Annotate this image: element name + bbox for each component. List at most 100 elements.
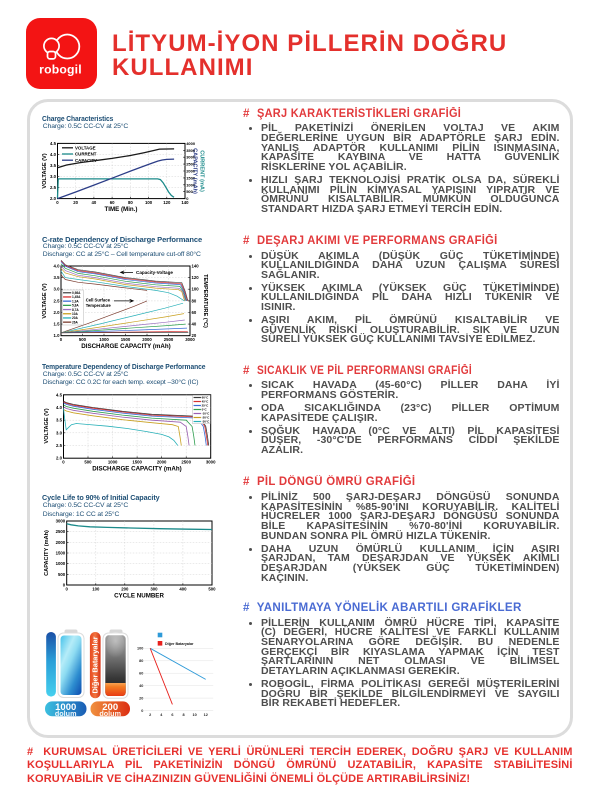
svg-text:0: 0 <box>186 196 189 201</box>
svg-text:DISCHARGE CAPACITY (mAh): DISCHARGE CAPACITY (mAh) <box>81 343 171 350</box>
svg-text:1,9A: 1,9A <box>72 299 79 303</box>
svg-text:3.0: 3.0 <box>50 174 57 179</box>
svg-text:2.5: 2.5 <box>56 443 63 448</box>
svg-text:Temperature: Temperature <box>86 303 112 308</box>
svg-text:3.0: 3.0 <box>54 287 61 292</box>
svg-text:4000: 4000 <box>186 141 196 146</box>
svg-text:2: 2 <box>149 713 151 717</box>
svg-text:500: 500 <box>84 460 92 465</box>
svg-text:500: 500 <box>186 189 193 194</box>
svg-text:100: 100 <box>92 587 100 592</box>
svg-text:140: 140 <box>181 200 189 205</box>
svg-text:8: 8 <box>182 713 184 717</box>
svg-text:VOLTAGE (V): VOLTAGE (V) <box>42 283 48 318</box>
svg-text:60°C: 60°C <box>202 396 210 400</box>
svg-text:60: 60 <box>110 200 115 205</box>
svg-text:2.5: 2.5 <box>50 185 57 190</box>
svg-text:VOLTAGE (V): VOLTAGE (V) <box>44 408 50 443</box>
svg-text:1.5: 1.5 <box>54 322 61 327</box>
svg-text:1,45A: 1,45A <box>72 295 81 299</box>
svg-text:3.5: 3.5 <box>50 163 57 168</box>
svg-text:300: 300 <box>150 587 158 592</box>
svg-text:3.5: 3.5 <box>54 275 61 280</box>
svg-text:40: 40 <box>192 322 197 327</box>
svg-text:2500: 2500 <box>186 162 196 167</box>
svg-text:2000: 2000 <box>56 540 66 545</box>
svg-text:Capacity-Voltage: Capacity-Voltage <box>136 270 173 275</box>
svg-text:1000: 1000 <box>99 337 109 342</box>
svg-text:120: 120 <box>163 200 171 205</box>
svg-text:1000: 1000 <box>55 702 76 713</box>
svg-text:20: 20 <box>139 697 143 701</box>
svg-text:140: 140 <box>192 264 200 269</box>
svg-text:4: 4 <box>160 713 163 717</box>
svg-text:CURRENT (mA): CURRENT (mA) <box>199 150 205 192</box>
svg-text:4.5: 4.5 <box>56 392 63 397</box>
svg-text:Cell Surface: Cell Surface <box>86 297 111 302</box>
svg-text:TIME (Min.): TIME (Min.) <box>105 206 138 213</box>
svg-text:Diğer Bataryalar: Diğer Bataryalar <box>165 642 194 646</box>
svg-text:20: 20 <box>73 200 78 205</box>
svg-text:0: 0 <box>63 583 66 588</box>
svg-text:3000: 3000 <box>185 337 195 342</box>
svg-text:3.0: 3.0 <box>56 430 63 435</box>
svg-text:100: 100 <box>192 287 200 292</box>
svg-text:2000: 2000 <box>186 169 196 174</box>
svg-text:1500: 1500 <box>121 337 131 342</box>
svg-text:40: 40 <box>92 200 97 205</box>
svg-text:4.0: 4.0 <box>54 264 61 269</box>
svg-text:10A: 10A <box>72 312 79 316</box>
svg-text:2500: 2500 <box>164 337 174 342</box>
svg-text:2000: 2000 <box>142 337 152 342</box>
svg-text:120: 120 <box>192 275 200 280</box>
svg-text:500: 500 <box>79 337 87 342</box>
svg-text:60: 60 <box>192 310 197 315</box>
svg-text:2500: 2500 <box>56 529 66 534</box>
svg-text:1500: 1500 <box>132 460 142 465</box>
svg-text:500: 500 <box>208 587 216 592</box>
svg-text:3000: 3000 <box>186 155 196 160</box>
svg-text:dolum: dolum <box>99 709 121 718</box>
svg-text:80: 80 <box>128 200 133 205</box>
svg-text:2.0: 2.0 <box>54 310 61 315</box>
svg-text:10: 10 <box>192 713 196 717</box>
svg-text:1.0: 1.0 <box>54 333 61 338</box>
svg-text:VOLTAGE (V): VOLTAGE (V) <box>42 153 48 188</box>
svg-text:0: 0 <box>56 200 59 205</box>
svg-text:500: 500 <box>58 572 66 577</box>
svg-text:-10°C: -10°C <box>202 412 211 416</box>
svg-text:3500: 3500 <box>186 148 196 153</box>
svg-text:1500: 1500 <box>186 175 196 180</box>
svg-text:80: 80 <box>139 659 143 663</box>
svg-text:200: 200 <box>102 702 118 713</box>
svg-text:4.0: 4.0 <box>50 152 57 157</box>
svg-text:CURRENT: CURRENT <box>75 152 97 157</box>
svg-text:2000: 2000 <box>157 460 167 465</box>
svg-text:CAPACITY (mAh): CAPACITY (mAh) <box>192 148 198 194</box>
svg-text:100: 100 <box>137 647 143 651</box>
svg-text:DISCHARGE CAPACITY (mAh): DISCHARGE CAPACITY (mAh) <box>92 466 182 473</box>
svg-text:-20°C: -20°C <box>202 416 211 420</box>
svg-text:CYCLE NUMBER: CYCLE NUMBER <box>114 593 164 600</box>
svg-text:12: 12 <box>204 713 208 717</box>
svg-text:Diğer Bataryalar: Diğer Bataryalar <box>91 636 100 693</box>
svg-text:CAPACITY (mAh): CAPACITY (mAh) <box>44 530 50 576</box>
svg-text:2.0: 2.0 <box>56 456 63 461</box>
svg-text:45°C: 45°C <box>202 400 210 404</box>
svg-text:2500: 2500 <box>181 460 191 465</box>
svg-text:3000: 3000 <box>56 519 66 524</box>
svg-text:25°C: 25°C <box>202 404 210 408</box>
svg-text:100: 100 <box>145 200 153 205</box>
svg-text:0: 0 <box>141 709 143 713</box>
svg-text:80: 80 <box>192 298 197 303</box>
svg-text:0: 0 <box>62 460 65 465</box>
svg-text:26A: 26A <box>72 320 79 324</box>
svg-text:200: 200 <box>121 587 129 592</box>
svg-text:-30°C: -30°C <box>202 420 211 424</box>
svg-text:VOLTAGE: VOLTAGE <box>75 146 96 151</box>
svg-text:robogil: robogil <box>39 63 82 77</box>
svg-text:0,98A: 0,98A <box>72 291 81 295</box>
svg-text:60: 60 <box>139 672 143 676</box>
svg-text:40: 40 <box>139 684 143 688</box>
svg-text:4.5: 4.5 <box>50 141 57 146</box>
